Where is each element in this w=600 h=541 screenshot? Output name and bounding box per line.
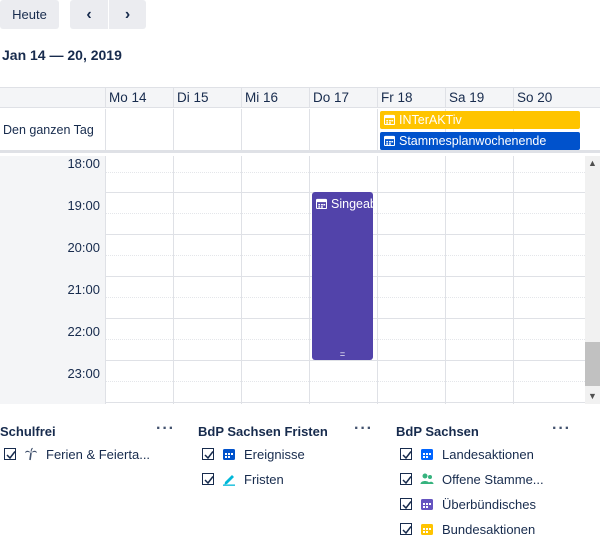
event-title: INTerAKTiv bbox=[399, 113, 462, 127]
all-day-cell[interactable] bbox=[173, 109, 241, 153]
grid-line bbox=[105, 360, 585, 361]
pen-icon bbox=[223, 475, 235, 486]
column-line bbox=[105, 156, 106, 404]
more-options-button[interactable]: ··· bbox=[354, 420, 373, 437]
next-week-button[interactable]: › bbox=[109, 0, 146, 29]
checkbox[interactable] bbox=[400, 523, 412, 535]
today-button[interactable]: Heute bbox=[0, 0, 59, 29]
time-grid-scrollbar[interactable]: ▲ ▼ bbox=[585, 156, 600, 404]
event-singeabend[interactable]: Singeabend = bbox=[312, 192, 373, 360]
check-icon bbox=[402, 476, 412, 485]
all-day-cell[interactable] bbox=[105, 109, 173, 153]
calendar-icon bbox=[223, 449, 235, 460]
hour-label: 20:00 bbox=[67, 240, 100, 255]
hour-label: 22:00 bbox=[67, 324, 100, 339]
all-day-row: Den ganzen Tag INTerAKTiv Stammesplan bbox=[0, 109, 600, 153]
week-calendar: Mo 14 Di 15 Mi 16 Do 17 Fr 18 Sa 19 So 2… bbox=[0, 87, 600, 404]
check-icon bbox=[402, 451, 412, 460]
event-title: Singeabend bbox=[331, 197, 373, 211]
palm-tree-icon bbox=[25, 447, 37, 461]
calendar-label: Überbündisches bbox=[442, 497, 536, 512]
column-line bbox=[377, 156, 378, 404]
group-title: Schulfrei bbox=[0, 424, 56, 439]
check-icon bbox=[402, 501, 412, 510]
all-day-label: Den ganzen Tag bbox=[3, 123, 94, 137]
grid-line bbox=[105, 172, 585, 173]
calendar-icon bbox=[421, 449, 433, 460]
checkbox[interactable] bbox=[400, 498, 412, 510]
check-icon bbox=[6, 451, 16, 460]
check-icon bbox=[204, 451, 214, 460]
all-day-cell[interactable] bbox=[513, 109, 600, 153]
calendar-label: Ferien & Feierta... bbox=[46, 447, 151, 462]
calendar-label: Offene Stamme... bbox=[442, 472, 544, 487]
check-icon bbox=[402, 526, 412, 535]
all-day-cell[interactable] bbox=[241, 109, 309, 153]
scroll-down-arrow-icon[interactable]: ▼ bbox=[588, 391, 597, 401]
time-gutter bbox=[0, 156, 105, 404]
group-title: BdP Sachsen Fristen bbox=[198, 424, 328, 439]
day-header-row: Mo 14 Di 15 Mi 16 Do 17 Fr 18 Sa 19 So 2… bbox=[0, 88, 600, 108]
checkbox[interactable] bbox=[202, 448, 214, 460]
scroll-up-arrow-icon[interactable]: ▲ bbox=[588, 158, 597, 168]
column-line bbox=[513, 156, 514, 404]
calendar-icon bbox=[384, 114, 395, 125]
column-line bbox=[173, 156, 174, 404]
scrollbar-thumb[interactable] bbox=[585, 342, 600, 386]
calendar-label: Bundesaktionen bbox=[442, 522, 536, 537]
time-grid[interactable]: 18:00 19:00 20:00 21:00 22:00 23:00 bbox=[0, 156, 585, 404]
checkbox[interactable] bbox=[202, 473, 214, 485]
grid-line bbox=[105, 381, 585, 382]
all-day-cell[interactable] bbox=[377, 109, 445, 153]
calendar-icon bbox=[421, 499, 433, 510]
chevron-right-icon: › bbox=[124, 5, 131, 23]
group-title: BdP Sachsen bbox=[396, 424, 479, 439]
chevron-left-icon: ‹ bbox=[86, 5, 92, 23]
hour-label: 23:00 bbox=[67, 366, 100, 381]
day-header-sa[interactable]: Sa 19 bbox=[445, 88, 514, 108]
day-header-fr[interactable]: Fr 18 bbox=[377, 88, 446, 108]
calendar-icon bbox=[384, 135, 395, 146]
event-stammesplanwochenende[interactable]: Stammesplanwochenende bbox=[380, 132, 580, 150]
day-header-so[interactable]: So 20 bbox=[513, 88, 600, 108]
checkbox[interactable] bbox=[4, 448, 16, 460]
calendar-icon bbox=[316, 198, 327, 209]
event-title: Stammesplanwochenende bbox=[399, 134, 547, 148]
hour-label: 18:00 bbox=[67, 156, 100, 171]
column-line bbox=[445, 156, 446, 404]
hour-label: 19:00 bbox=[67, 198, 100, 213]
day-header-do[interactable]: Do 17 bbox=[309, 88, 378, 108]
people-icon bbox=[420, 473, 434, 484]
more-options-button[interactable]: ··· bbox=[156, 420, 175, 437]
previous-week-button[interactable]: ‹ bbox=[70, 0, 108, 29]
day-header-di[interactable]: Di 15 bbox=[173, 88, 242, 108]
calendar-label: Ereignisse bbox=[244, 447, 305, 462]
hour-label: 21:00 bbox=[67, 282, 100, 297]
day-header-mo[interactable]: Mo 14 bbox=[105, 88, 174, 108]
day-header-mi[interactable]: Mi 16 bbox=[241, 88, 310, 108]
column-line bbox=[309, 156, 310, 404]
all-day-cell[interactable] bbox=[309, 109, 377, 153]
calendar-icon bbox=[421, 524, 433, 535]
column-line bbox=[241, 156, 242, 404]
all-day-cell[interactable] bbox=[445, 109, 513, 153]
grid-line bbox=[105, 402, 585, 403]
calendar-label: Fristen bbox=[244, 472, 284, 487]
checkbox[interactable] bbox=[400, 448, 412, 460]
calendar-label: Landesaktionen bbox=[442, 447, 534, 462]
checkbox[interactable] bbox=[400, 473, 412, 485]
check-icon bbox=[204, 476, 214, 485]
event-interaktiv[interactable]: INTerAKTiv bbox=[380, 111, 580, 129]
date-range-title: Jan 14 — 20, 2019 bbox=[2, 47, 122, 63]
more-options-button[interactable]: ··· bbox=[552, 420, 571, 437]
resize-handle[interactable]: = bbox=[339, 349, 346, 359]
